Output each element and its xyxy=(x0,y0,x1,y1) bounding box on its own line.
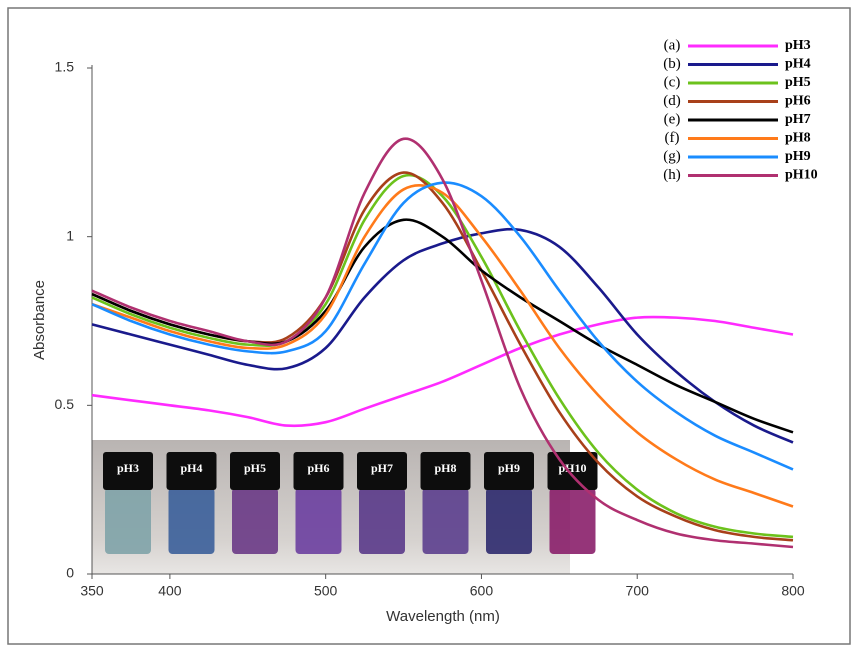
legend-letter: (d) xyxy=(663,93,681,109)
vial-cap xyxy=(484,452,534,490)
vial-label: pH5 xyxy=(244,461,266,475)
vial-body xyxy=(295,488,342,554)
y-axis-label: Absorbance xyxy=(31,280,48,360)
legend-letter: (g) xyxy=(663,148,681,164)
y-tick-label: 1 xyxy=(66,227,74,243)
vial-label: pH7 xyxy=(371,461,393,475)
series-line xyxy=(91,227,794,444)
legend-label: pH10 xyxy=(785,168,818,183)
series-line xyxy=(91,181,794,471)
vial-label: pH8 xyxy=(434,461,456,475)
legend-letter: (c) xyxy=(664,74,681,90)
vial-cap xyxy=(420,452,471,490)
legend-letter: (e) xyxy=(664,111,681,127)
legend-letter: (f) xyxy=(665,130,680,146)
legend-letter: (b) xyxy=(663,56,681,72)
x-tick-label: 350 xyxy=(80,583,104,599)
series-line xyxy=(91,315,794,428)
legend-label: pH3 xyxy=(785,38,811,53)
vial-label: pH4 xyxy=(180,461,202,475)
vial-cap xyxy=(166,452,217,490)
x-tick-label: 500 xyxy=(314,583,338,599)
series-line xyxy=(91,218,794,434)
vial-body xyxy=(486,488,532,554)
vial-cap xyxy=(357,452,407,490)
vial-body xyxy=(232,488,278,554)
vial-cap xyxy=(293,452,344,490)
y-tick-label: 1.5 xyxy=(55,59,75,75)
vial-label: pH6 xyxy=(307,461,329,475)
legend-letter: (a) xyxy=(664,37,681,53)
legend-label: pH7 xyxy=(785,112,811,127)
legend-label: pH9 xyxy=(785,149,811,164)
y-tick-label: 0.5 xyxy=(55,396,75,412)
vial-label: pH10 xyxy=(558,461,586,475)
x-tick-label: 400 xyxy=(158,583,182,599)
series-line xyxy=(91,173,794,539)
legend-label: pH6 xyxy=(785,94,811,109)
x-tick-label: 700 xyxy=(626,583,650,599)
vial-body xyxy=(168,488,215,554)
vial-cap xyxy=(230,452,280,490)
vial-body xyxy=(549,488,596,554)
vial-label: pH3 xyxy=(117,461,139,475)
series-line xyxy=(91,137,794,549)
x-axis-label: Wavelength (nm) xyxy=(386,608,500,625)
x-tick-label: 800 xyxy=(781,583,805,599)
series-line xyxy=(91,183,794,508)
vial-body xyxy=(422,488,469,554)
y-tick-label: 0 xyxy=(66,565,74,581)
x-tick-label: 600 xyxy=(470,583,494,599)
legend-label: pH8 xyxy=(785,131,811,146)
vial-body xyxy=(359,488,405,554)
inset-photo: pH3 pH4 pH5 pH6 pH7 pH8 pH9 pH10 xyxy=(92,440,598,574)
vial-body xyxy=(105,488,151,554)
legend-letter: (h) xyxy=(663,167,681,183)
legend-label: pH4 xyxy=(785,57,811,72)
vial-cap xyxy=(103,452,153,490)
legend-label: pH5 xyxy=(785,75,811,90)
vial-label: pH9 xyxy=(498,461,520,475)
